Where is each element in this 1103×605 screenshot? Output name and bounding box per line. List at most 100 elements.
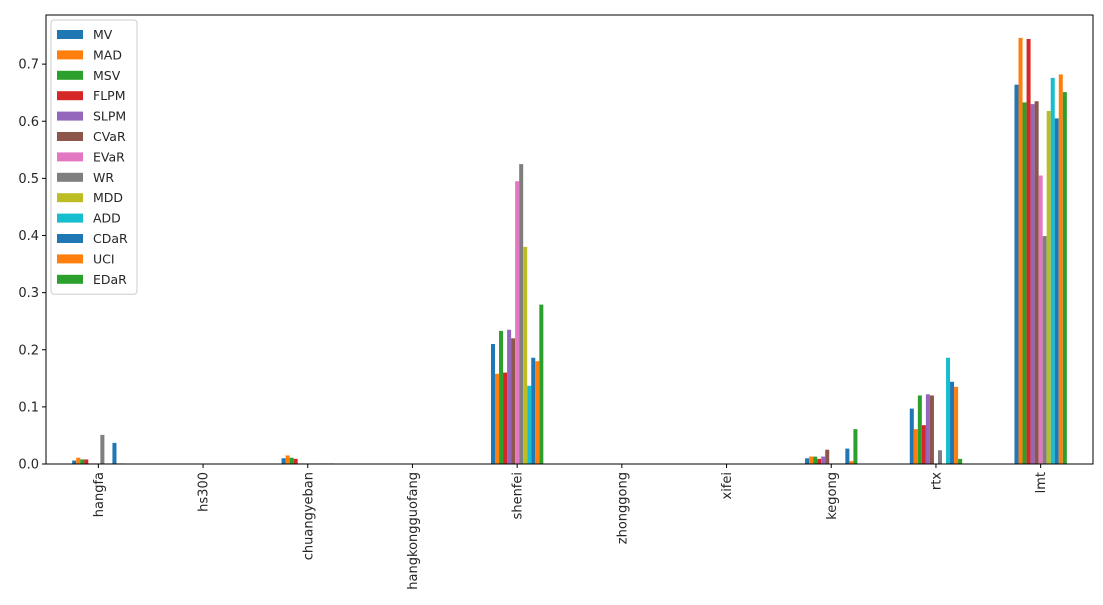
legend-label: EVaR — [93, 149, 125, 164]
bar-rtx-flpm — [921, 425, 926, 464]
y-tick-label: 0.0 — [18, 458, 39, 473]
bar-hangfa-cdar — [112, 442, 117, 464]
bar-lmt-edar — [1062, 92, 1067, 465]
y-tick-label: 0.5 — [18, 172, 39, 187]
bar-kegong-mad — [809, 456, 814, 464]
y-tick-label: 0.3 — [18, 286, 39, 301]
bar-lmt-flpm — [1026, 38, 1031, 465]
x-tick-label-chuangyeban: chuangyeban — [301, 472, 316, 560]
legend-swatch — [57, 91, 83, 101]
y-tick-label: 0.4 — [18, 229, 39, 244]
bar-lmt-mad — [1018, 37, 1023, 464]
bars-layer — [72, 37, 1067, 465]
legend-swatch — [57, 172, 83, 182]
legend-label: FLPM — [93, 88, 125, 103]
y-tick-label: 0.6 — [18, 115, 39, 130]
bar-rtx-uci — [954, 386, 959, 464]
bar-rtx-cvar — [929, 395, 934, 464]
legend-item-cvar: CVaR — [57, 129, 126, 144]
bar-lmt-msv — [1022, 102, 1027, 465]
x-tick-label-shenfei: shenfei — [511, 472, 526, 519]
legend-item-uci: UCI — [57, 251, 115, 266]
legend-label: MV — [93, 27, 113, 42]
legend-label: CVaR — [93, 129, 126, 144]
bar-group-lmt — [1014, 37, 1067, 465]
bar-kegong-cvar — [825, 449, 830, 464]
bar-rtx-msv — [917, 395, 922, 464]
bar-lmt-evar — [1038, 175, 1043, 464]
bar-lmt-cvar — [1034, 101, 1039, 464]
legend-swatch — [57, 70, 83, 80]
bar-shenfei-slpm — [507, 329, 512, 464]
legend-swatch — [57, 234, 83, 243]
legend-label: MDD — [93, 190, 123, 205]
legend-label: WR — [93, 170, 114, 185]
legend-swatch — [57, 274, 83, 284]
legend: MV MAD MSV FLPM SLPM CVaR EVaR WR MDD ADD CDaR UCI E… — [50, 19, 138, 295]
x-tick-label-rtx: rtx — [929, 472, 944, 490]
legend-swatch — [57, 193, 83, 203]
legend-swatch — [57, 213, 83, 223]
legend-item-mv: MV — [57, 27, 113, 42]
legend-item-mdd: MDD — [57, 190, 123, 205]
x-tick-label-zhonggong: zhonggong — [615, 472, 630, 544]
plot-frame — [45, 14, 1094, 465]
bar-kegong-msv — [813, 456, 818, 464]
bar-shenfei-evar — [515, 181, 520, 465]
bar-lmt-mdd — [1046, 110, 1051, 464]
legend-item-flpm: FLPM — [57, 88, 125, 103]
x-tick-label-hangfa: hangfa — [92, 472, 107, 517]
legend-item-add: ADD — [57, 211, 121, 226]
bar-hangfa-flpm — [84, 459, 89, 464]
bar-group-rtx — [909, 357, 963, 464]
legend-label: UCI — [93, 251, 115, 266]
legend-swatch — [57, 50, 83, 60]
bar-hangfa-msv — [80, 459, 85, 464]
bar-shenfei-wr — [519, 164, 524, 464]
bar-chuangyeban-flpm — [293, 458, 298, 464]
legend-item-edar: EDaR — [57, 272, 127, 287]
bar-shenfei-cvar — [511, 338, 516, 464]
bar-hangfa-mad — [76, 457, 81, 464]
bar-kegong-flpm — [817, 458, 822, 464]
bar-shenfei-mad — [495, 373, 500, 464]
bar-shenfei-uci — [535, 361, 540, 464]
bar-lmt-wr — [1042, 236, 1047, 464]
bar-rtx-cdar — [950, 381, 955, 464]
bar-group-kegong — [805, 429, 858, 464]
bar-shenfei-add — [527, 385, 532, 464]
bar-kegong-uci — [849, 461, 854, 464]
legend-item-wr: WR — [57, 170, 114, 185]
x-tick-label-xifei: xifei — [720, 472, 735, 500]
legend-swatch — [57, 111, 83, 121]
legend-label: SLPM — [93, 109, 126, 124]
bar-shenfei-msv — [499, 330, 504, 464]
x-tick-label-lmt: lmt — [1034, 472, 1049, 493]
bar-rtx-wr — [937, 450, 942, 464]
legend-label: CDaR — [93, 231, 128, 246]
y-tick-label: 0.7 — [18, 58, 39, 73]
x-axis: hangfa hs300 chuangyeban hangkongguofang she… — [92, 464, 1049, 590]
bar-lmt-mv — [1014, 84, 1019, 464]
legend-swatch — [57, 254, 83, 264]
legend-item-evar: EVaR — [57, 149, 125, 164]
bar-lmt-cdar — [1054, 118, 1059, 465]
bar-shenfei-flpm — [503, 372, 508, 464]
bar-hangfa-wr — [100, 434, 105, 464]
x-tick-label-hs300: hs300 — [197, 472, 212, 512]
bar-chuangyeban-mad — [285, 455, 290, 464]
y-tick-label: 0.2 — [18, 343, 39, 358]
bar-rtx-slpm — [925, 394, 930, 464]
bar-lmt-uci — [1058, 74, 1063, 464]
bar-hangfa-mv — [72, 460, 77, 464]
legend-box — [50, 19, 138, 295]
legend-label: ADD — [93, 211, 121, 226]
x-tick-label-kegong: kegong — [825, 472, 840, 520]
bar-kegong-edar — [853, 429, 858, 464]
bar-lmt-slpm — [1030, 104, 1035, 465]
legend-item-mad: MAD — [57, 47, 122, 62]
y-axis: 0.0 0.1 0.2 0.3 0.4 0.5 0.6 0.7 — [18, 58, 46, 473]
legend-item-slpm: SLPM — [57, 109, 126, 124]
